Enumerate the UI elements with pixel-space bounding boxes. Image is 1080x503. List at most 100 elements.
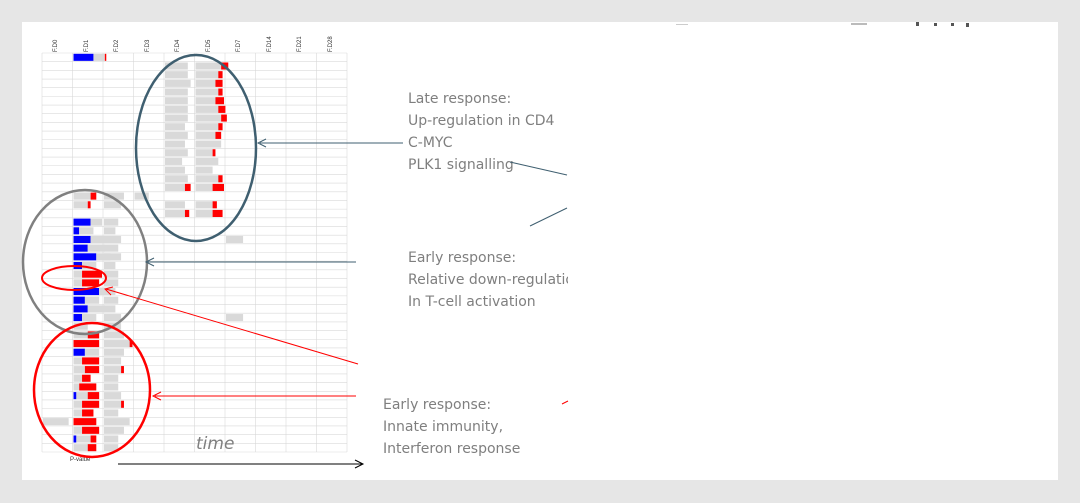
up-bar: [87, 201, 91, 209]
up-bar: [184, 183, 191, 191]
neutral-bar: [104, 270, 119, 278]
neutral-bar: [195, 209, 213, 218]
neutral-bar: [76, 392, 88, 400]
up-bar: [212, 201, 217, 209]
up-bar: [218, 71, 223, 79]
neutral-bar: [104, 383, 119, 391]
neutral-bar: [104, 331, 124, 339]
neutral-bar: [76, 435, 91, 443]
neutral-bar: [104, 348, 124, 356]
up-bar: [73, 340, 100, 348]
neutral-bar: [195, 88, 219, 96]
neutral-bar: [104, 400, 122, 408]
neutral-bar: [87, 244, 105, 252]
early-down-arrowhead: [144, 257, 155, 267]
down-bar: [73, 314, 83, 322]
focus-pointer-line: [105, 288, 359, 365]
focus-arrowhead: [104, 286, 114, 296]
neutral-bar: [104, 426, 124, 434]
early-innate-annotation: Early response: Innate immunity, Interfe…: [383, 394, 583, 460]
up-bar: [82, 374, 91, 382]
neutral-bar: [104, 340, 130, 348]
neutral-bar: [165, 131, 188, 139]
neutral-bar: [104, 305, 116, 313]
annotation-line: Relative down-regulation: [408, 272, 568, 288]
neutral-bar: [165, 166, 185, 174]
annotation-line: Up-regulation in CD4: [408, 113, 555, 129]
neutral-bar: [226, 314, 244, 322]
annotation-line: In T-cell activation: [408, 294, 536, 310]
up-bar: [82, 400, 100, 408]
annotation-line: PLK1 signalling: [408, 157, 514, 173]
down-bar: [73, 227, 80, 235]
annotation-line: Late response:: [408, 91, 512, 107]
up-bar: [82, 270, 102, 278]
neutral-bar: [104, 235, 122, 244]
neutral-bar: [104, 261, 116, 270]
neutral-bar: [73, 192, 91, 200]
neutral-bar: [104, 218, 119, 226]
neutral-bar: [226, 235, 244, 244]
neutral-bar: [165, 140, 185, 148]
up-bar: [212, 183, 224, 191]
red-tick-mark: [561, 400, 569, 405]
down-bar: [73, 392, 77, 400]
focus-ellipse: [41, 265, 107, 291]
neutral-bar: [90, 235, 105, 244]
neutral-bar: [195, 175, 219, 183]
neutral-bar: [104, 409, 119, 417]
down-bar: [73, 53, 94, 61]
neutral-bar: [73, 322, 88, 330]
neutral-bar: [165, 183, 185, 191]
neutral-bar: [90, 218, 102, 226]
up-bar: [121, 400, 124, 408]
down-bar: [73, 435, 77, 443]
neutral-bar: [96, 253, 111, 261]
down-bar: [73, 253, 97, 261]
neutral-bar: [195, 71, 219, 79]
pvalue-label: P-value: [70, 457, 91, 463]
neutral-bar: [73, 374, 83, 382]
up-bar: [84, 366, 100, 374]
neutral-bar: [73, 357, 83, 365]
neutral-bar: [73, 270, 83, 278]
neutral-bar: [165, 79, 191, 87]
neutral-bar: [73, 279, 83, 287]
up-bar: [87, 331, 100, 339]
up-bar: [73, 418, 97, 426]
neutral-bar: [165, 97, 188, 105]
neutral-bar: [87, 305, 105, 313]
neutral-bar: [104, 244, 119, 252]
up-bar: [218, 88, 223, 96]
neutral-bar: [79, 227, 94, 235]
time-axis-label: time: [196, 434, 235, 454]
down-bar: [73, 296, 85, 304]
neutral-bar: [104, 314, 122, 322]
down-bar: [73, 305, 88, 313]
down-bar: [73, 218, 91, 226]
neutral-bar: [104, 444, 119, 452]
up-bar: [90, 435, 97, 443]
plk1-leader-line: [509, 161, 568, 176]
neutral-bar: [195, 166, 213, 174]
neutral-bar: [165, 201, 185, 209]
neutral-bar: [82, 314, 97, 322]
down-bar: [73, 235, 91, 244]
neutral-bar: [165, 149, 188, 157]
up-bar: [82, 426, 100, 434]
down-bar: [73, 348, 85, 356]
neutral-bar: [195, 123, 219, 131]
up-bar: [104, 53, 107, 61]
neutral-bar: [165, 105, 188, 113]
down-bar: [73, 287, 100, 296]
neutral-bar: [73, 383, 80, 391]
neutral-bar: [104, 287, 116, 296]
neutral-bar: [165, 175, 188, 183]
up-bar: [218, 123, 223, 131]
neutral-bar: [165, 209, 185, 218]
up-bar: [90, 192, 97, 200]
up-bar: [221, 114, 227, 122]
innate-arrowhead: [151, 391, 162, 401]
up-bar: [215, 79, 223, 87]
